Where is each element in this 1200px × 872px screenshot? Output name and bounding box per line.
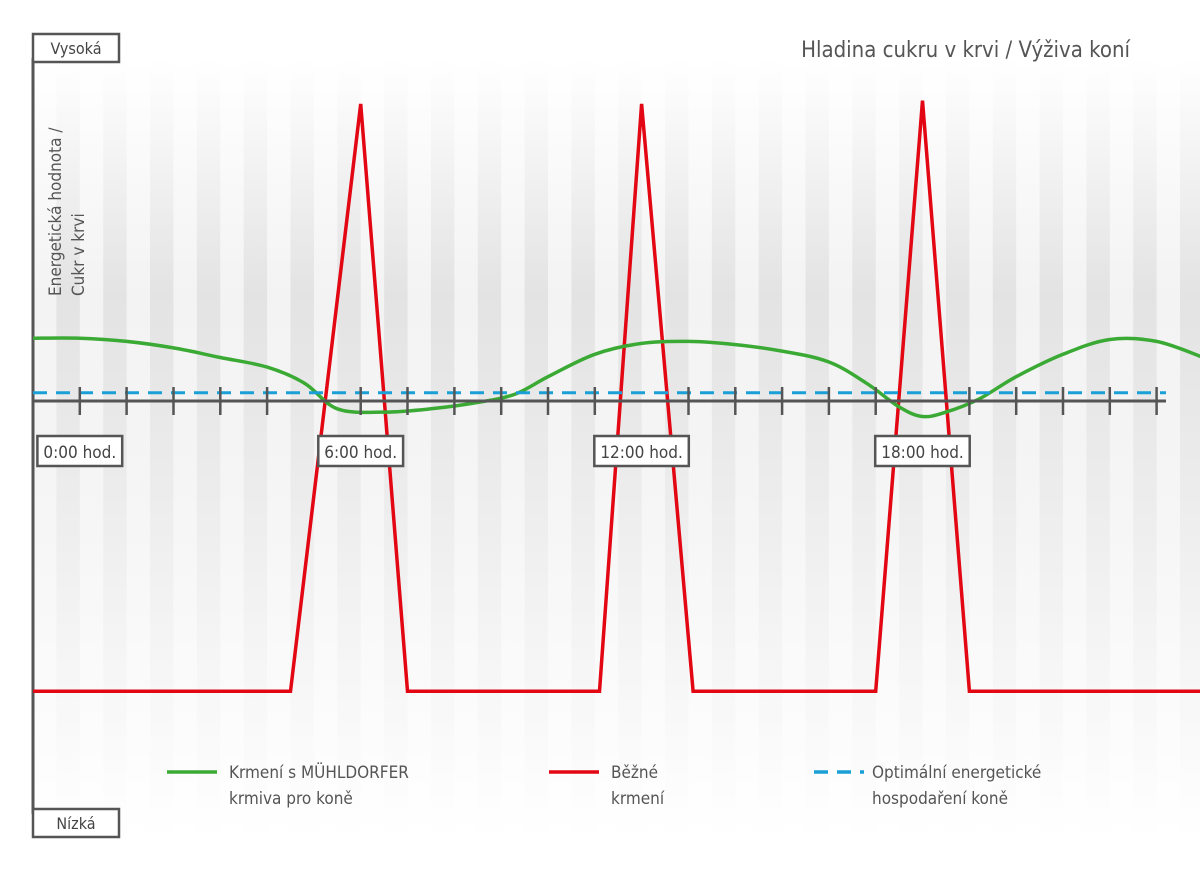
background-band: [992, 60, 1017, 840]
background-band: [407, 60, 432, 840]
x-tick-label-text: 6:00 hod.: [324, 443, 397, 463]
x-tick-label: 18:00 hod.: [873, 434, 971, 468]
background-band: [477, 60, 502, 840]
legend-label-bezne-line2: krmení: [611, 789, 665, 809]
y-top-label-box: [31, 32, 121, 64]
background-band: [150, 60, 175, 840]
background-band: [1086, 60, 1111, 840]
background-band: [805, 60, 830, 840]
legend-label-muhldorfer-line2: krmiva pro koně: [229, 789, 353, 809]
background-band: [735, 60, 760, 840]
background-band: [1109, 60, 1134, 840]
legend-label-optimal-line1: Optimální energetické: [872, 763, 1041, 783]
background-band: [126, 60, 151, 840]
legend: Krmení s MÜHLDORFER krmiva pro koně Běžn…: [167, 761, 1041, 809]
x-axis-ticks: [78, 387, 1158, 415]
legend-label-optimal-line2: hospodaření koně: [872, 789, 1008, 809]
background-band: [501, 60, 526, 840]
y-top-label: Vysoká: [50, 39, 101, 58]
x-tick-label-text: 18:00 hod.: [881, 443, 964, 463]
background-band: [969, 60, 994, 840]
background-band: [1039, 60, 1064, 840]
y-axis-label-line1: Energetická hodnota /: [46, 127, 66, 296]
background-band: [782, 60, 807, 840]
x-tick-label-box: [873, 434, 971, 468]
background-band: [1156, 60, 1181, 840]
x-tick-label-box: [36, 434, 124, 468]
background-band: [267, 60, 292, 840]
background-band: [220, 60, 245, 840]
background-band: [173, 60, 198, 840]
x-tick-label: 0:00 hod.: [36, 434, 124, 468]
background-band: [524, 60, 549, 840]
background-band: [828, 60, 853, 840]
x-tick-label-box: [593, 434, 691, 468]
background-band: [711, 60, 736, 840]
y-bottom-label-box: [31, 807, 121, 839]
background-band: [852, 60, 877, 840]
background-band: [196, 60, 221, 840]
y-bottom-label: Nízká: [56, 814, 95, 833]
chart-title: Hladina cukru v krvi / Výživa koní: [801, 38, 1131, 63]
y-axis-label-line2: Cukr v krvi: [69, 213, 89, 296]
x-tick-label: 6:00 hod.: [317, 434, 405, 468]
background-band: [1133, 60, 1158, 840]
legend-label-muhldorfer-line1: Krmení s MÜHLDORFER: [229, 761, 409, 783]
legend-label-bezne-line1: Běžné: [611, 763, 658, 783]
background-band: [243, 60, 268, 840]
x-tick-label-text: 12:00 hod.: [600, 443, 683, 463]
background-band: [1016, 60, 1041, 840]
background-band: [1063, 60, 1088, 840]
background-band: [430, 60, 455, 840]
background-band: [1180, 60, 1200, 840]
background-band: [688, 60, 713, 840]
x-tick-label-text: 0:00 hod.: [43, 443, 116, 463]
background-band: [571, 60, 596, 840]
series-line-bezne: [33, 100, 1200, 694]
x-tick-label: 12:00 hod.: [593, 434, 691, 468]
x-tick-label-box: [317, 434, 405, 468]
background-band: [758, 60, 783, 840]
background-band: [290, 60, 315, 840]
x-axis-labels: 0:00 hod. 6:00 hod. 12:00 hod. 18:00 hod.: [36, 434, 971, 468]
background-band: [548, 60, 573, 840]
background-band: [454, 60, 479, 840]
series-layer: [32, 100, 1200, 694]
